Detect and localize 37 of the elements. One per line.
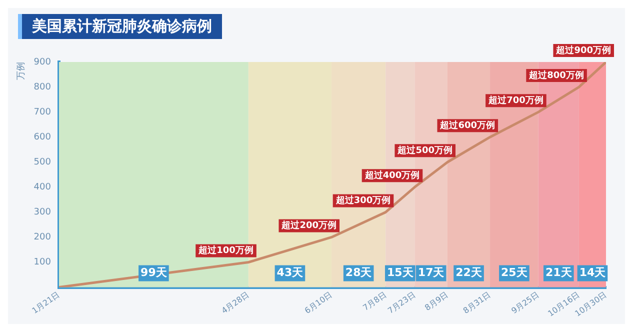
- x-tick-label: 8月31日: [462, 290, 492, 316]
- annotation: 超过800万例: [528, 70, 584, 81]
- y-tick-label: 900: [34, 57, 52, 68]
- y-axis-title: 万例: [16, 62, 27, 80]
- annotation: 超过300万例: [334, 195, 391, 206]
- x-tick-label: 1月21日: [30, 290, 62, 316]
- band-label: 15天: [386, 266, 414, 280]
- x-tick-label: 6月10日: [303, 290, 334, 316]
- x-tick-label: 4月28日: [220, 290, 251, 316]
- annotation: 超过700万例: [488, 94, 544, 106]
- x-tick-label: 7月23日: [386, 290, 417, 316]
- band-label: 99天: [140, 266, 168, 280]
- band-label: 14天: [579, 266, 607, 280]
- band-label: 17天: [418, 266, 446, 280]
- x-tick-label: 9月25日: [510, 290, 541, 316]
- x-tick-label: 8月9日: [423, 290, 450, 313]
- x-tick-label: 7月8日: [361, 290, 388, 313]
- y-tick-label: 200: [34, 232, 52, 243]
- band-label: 28天: [345, 266, 373, 280]
- band-label: 43天: [276, 266, 304, 280]
- y-tick-label: 100: [34, 258, 52, 268]
- y-tick-label: 300: [34, 208, 52, 218]
- band-label: 21天: [545, 266, 573, 280]
- chart-title: 美国累计新冠肺炎确诊病例: [18, 14, 222, 39]
- annotation: 超过100万例: [198, 245, 254, 256]
- band-label: 25天: [501, 266, 528, 280]
- annotation: 超过400万例: [364, 170, 420, 181]
- band-label: 22天: [456, 266, 483, 280]
- annotation: 超过900万例: [555, 44, 612, 56]
- y-tick-label: 400: [34, 182, 52, 192]
- annotation: 超过600万例: [439, 120, 496, 131]
- annotation: 超过200万例: [280, 220, 337, 232]
- annotation: 超过500万例: [396, 144, 453, 156]
- y-tick-label: 800: [34, 82, 52, 92]
- y-tick-label: 500: [34, 157, 52, 168]
- y-tick-label: 700: [34, 107, 52, 118]
- y-tick-label: 600: [34, 132, 52, 142]
